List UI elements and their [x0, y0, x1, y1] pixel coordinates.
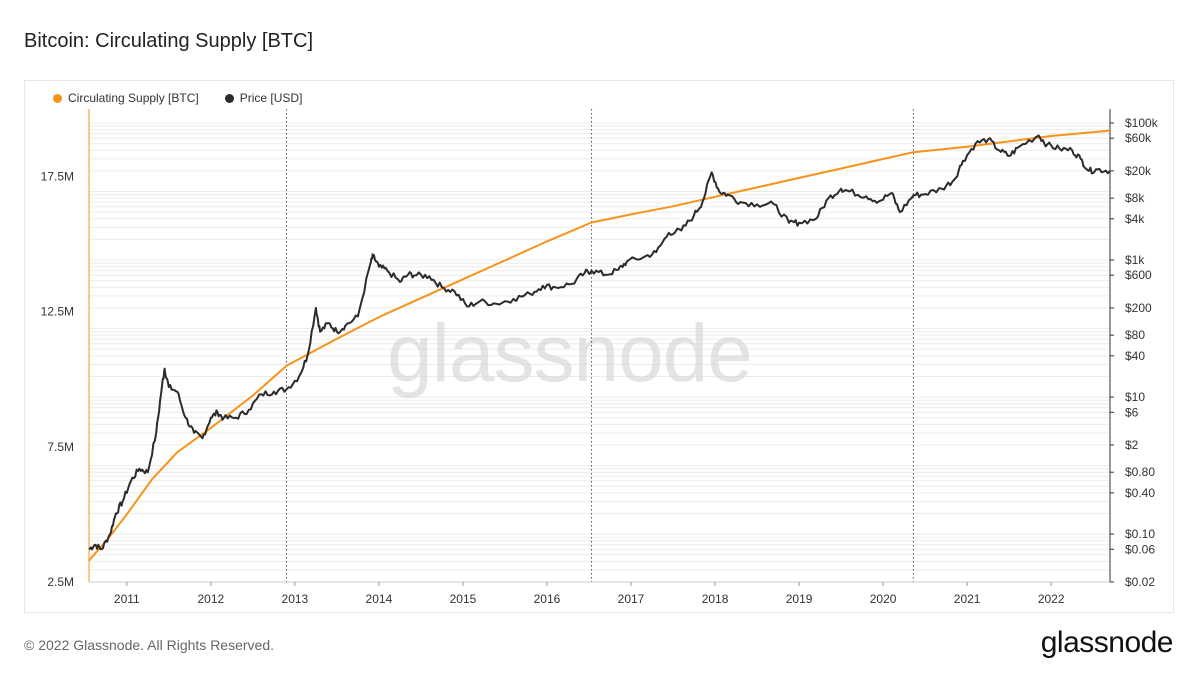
x-tick-label: 2014: [366, 592, 393, 606]
y-right-tick-label: $40: [1125, 349, 1145, 363]
x-tick-label: 2017: [618, 592, 645, 606]
y-right-tick-label: $200: [1125, 301, 1152, 315]
chart-panel: Circulating Supply [BTC] Price [USD] gla…: [24, 80, 1174, 613]
y-left-tick-label: 2.5M: [47, 575, 74, 589]
x-tick-label: 2013: [282, 592, 309, 606]
y-right-tick-label: $8k: [1125, 191, 1145, 205]
x-tick-label: 2020: [870, 592, 897, 606]
x-tick-label: 2022: [1038, 592, 1065, 606]
x-tick-label: 2016: [534, 592, 561, 606]
y-right-tick-label: $6: [1125, 405, 1139, 419]
series-line-circulating-supply: [88, 129, 1111, 562]
legend-dot-supply: [53, 93, 62, 103]
y-right-tick-label: $0.40: [1125, 486, 1155, 500]
y-right-tick-label: $60k: [1125, 131, 1152, 145]
y-right-tick-label: $20k: [1125, 164, 1152, 178]
watermark-text: glassnode: [387, 308, 752, 399]
y-right-tick-label: $0.80: [1125, 465, 1155, 479]
y-right-tick-label: $2: [1125, 438, 1139, 452]
y-left-tick-label: 17.5M: [41, 170, 74, 184]
legend-item-supply[interactable]: Circulating Supply [BTC]: [53, 91, 199, 105]
y-right-tick-label: $1k: [1125, 253, 1145, 267]
y-right-tick-label: $100k: [1125, 116, 1159, 130]
copyright-text: © 2022 Glassnode. All Rights Reserved.: [24, 637, 275, 653]
y-right-tick-label: $600: [1125, 268, 1152, 282]
legend-label-supply: Circulating Supply [BTC]: [68, 91, 199, 105]
x-tick-label: 2015: [450, 592, 477, 606]
y-right-tick-label: $10: [1125, 390, 1145, 404]
x-tick-label: 2019: [786, 592, 813, 606]
y-left-tick-label: 7.5M: [47, 440, 74, 454]
y-left-tick-label: 12.5M: [41, 305, 74, 319]
x-tick-label: 2011: [114, 592, 140, 606]
y-right-tick-label: $4k: [1125, 212, 1145, 226]
y-right-tick-label: $80: [1125, 328, 1145, 342]
y-right-tick-label: $0.10: [1125, 527, 1155, 541]
x-tick-label: 2021: [954, 592, 981, 606]
y-right-tick-label: $0.02: [1125, 575, 1155, 589]
chart-legend: Circulating Supply [BTC] Price [USD]: [53, 91, 302, 105]
y-right-tick-label: $0.06: [1125, 542, 1155, 556]
legend-dot-price: [224, 93, 234, 103]
page-title: Bitcoin: Circulating Supply [BTC]: [24, 30, 314, 52]
legend-item-price[interactable]: Price [USD]: [224, 91, 303, 105]
chart-plot: glassnode 2011 2012 2013 2014 2015 2016 2017 201…: [41, 109, 1159, 606]
series-line-price: [88, 134, 1111, 551]
legend-label-price: Price [USD]: [239, 91, 303, 105]
x-tick-label: 2012: [197, 592, 224, 606]
brand-logo: glassnode: [1040, 626, 1174, 659]
x-tick-label: 2018: [702, 592, 729, 606]
